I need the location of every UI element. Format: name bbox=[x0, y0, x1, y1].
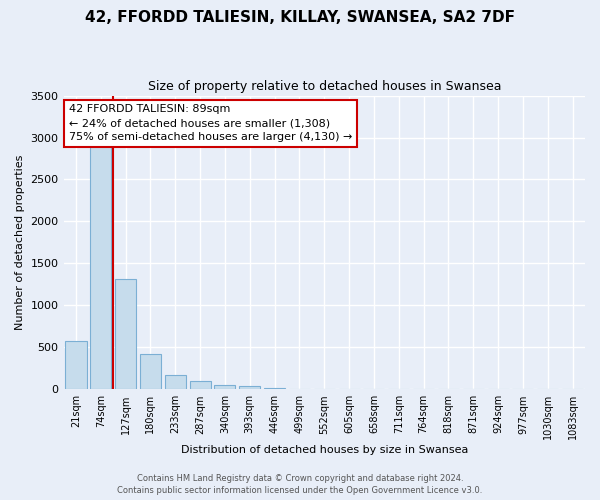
Text: 42 FFORDD TALIESIN: 89sqm
← 24% of detached houses are smaller (1,308)
75% of se: 42 FFORDD TALIESIN: 89sqm ← 24% of detac… bbox=[69, 104, 352, 142]
Bar bbox=[90, 144, 112, 390]
Text: 42, FFORDD TALIESIN, KILLAY, SWANSEA, SA2 7DF: 42, FFORDD TALIESIN, KILLAY, SWANSEA, SA… bbox=[85, 10, 515, 25]
Y-axis label: Number of detached properties: Number of detached properties bbox=[15, 155, 25, 330]
Bar bbox=[190, 382, 211, 390]
Bar bbox=[214, 385, 235, 390]
Bar bbox=[65, 342, 86, 390]
Text: Contains HM Land Registry data © Crown copyright and database right 2024.
Contai: Contains HM Land Registry data © Crown c… bbox=[118, 474, 482, 495]
X-axis label: Distribution of detached houses by size in Swansea: Distribution of detached houses by size … bbox=[181, 445, 468, 455]
Title: Size of property relative to detached houses in Swansea: Size of property relative to detached ho… bbox=[148, 80, 501, 93]
Bar bbox=[165, 374, 186, 390]
Bar bbox=[140, 354, 161, 390]
Bar bbox=[115, 280, 136, 390]
Bar bbox=[239, 386, 260, 390]
Bar bbox=[264, 388, 285, 390]
